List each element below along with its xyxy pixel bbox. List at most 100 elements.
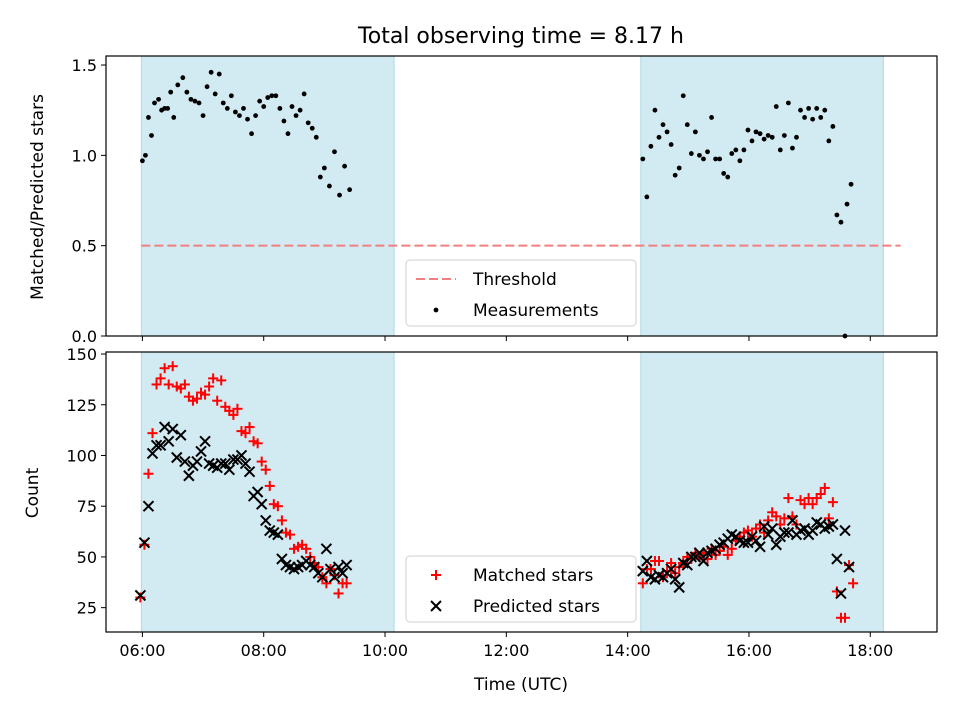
chart-title: Total observing time = 8.17 h (357, 24, 684, 49)
data-point-b (665, 563, 677, 575)
data-point (276, 515, 287, 526)
data-point (228, 409, 239, 420)
data-point (830, 124, 836, 129)
data-point (143, 152, 148, 158)
data-point (208, 69, 214, 75)
data-point (245, 116, 250, 122)
data-point (244, 422, 255, 433)
legend-marker-b (430, 600, 442, 612)
data-point (754, 541, 766, 553)
data-point (660, 122, 666, 128)
data-point-b (280, 559, 292, 571)
data-point (233, 109, 238, 115)
data-point (272, 528, 284, 541)
data-point-b (255, 498, 268, 510)
data-point (252, 438, 263, 449)
data-point (810, 116, 816, 122)
data-point-b (778, 526, 791, 539)
data-point (328, 571, 341, 583)
data-point (779, 513, 790, 524)
ratio-panel-shade-0 (141, 56, 395, 336)
data-point (798, 107, 803, 113)
data-point (684, 122, 690, 128)
data-point (668, 142, 674, 147)
data-point (665, 563, 677, 575)
data-point-b (835, 587, 847, 600)
count-panel-ytick-label: 150 (66, 345, 97, 364)
data-point (260, 464, 271, 475)
data-point-b (734, 534, 746, 547)
count-panel-ytick-label: 50 (77, 548, 97, 567)
x-tick-label: 14:00 (605, 641, 651, 660)
data-point (195, 445, 207, 458)
data-point (293, 113, 299, 119)
data-point (272, 501, 283, 512)
data-point-b (653, 569, 665, 581)
data-point (171, 451, 183, 464)
data-point-b (320, 543, 333, 555)
data-point-b (758, 520, 770, 533)
data-point (666, 558, 677, 569)
data-point-b (839, 524, 851, 537)
x-tick-label: 16:00 (726, 641, 772, 660)
data-point-b (742, 537, 754, 549)
data-point (773, 104, 779, 109)
data-point (215, 457, 227, 470)
x-tick-label: 18:00 (847, 641, 893, 660)
ratio-panel-ytick-label: 0.5 (72, 237, 97, 256)
data-point (637, 578, 648, 589)
data-point (184, 89, 190, 95)
data-point-b (308, 561, 320, 573)
data-point-b (645, 571, 657, 583)
data-point (785, 100, 791, 106)
data-point-b (726, 528, 738, 541)
data-point (163, 379, 174, 390)
data-point (814, 105, 820, 111)
ratio-panel-series-0 (139, 69, 854, 339)
data-point (333, 588, 344, 599)
data-point-b (167, 423, 179, 435)
data-point-b (762, 528, 774, 541)
data-point (738, 537, 750, 549)
data-point (769, 134, 775, 140)
data-point-b (786, 514, 799, 527)
data-point (676, 165, 682, 171)
data-point (713, 156, 719, 162)
ratio-panel-ytick-label: 1.0 (72, 146, 97, 165)
data-point (641, 555, 653, 567)
data-point-b (162, 435, 175, 447)
data-point-b (284, 561, 296, 573)
data-point-b (154, 439, 167, 452)
data-point (134, 589, 147, 602)
data-point (216, 71, 222, 77)
data-point (149, 133, 154, 138)
data-point-b (235, 449, 248, 462)
data-point-b (304, 559, 316, 571)
data-point (261, 104, 267, 109)
data-point (175, 429, 187, 441)
data-point (722, 549, 733, 560)
data-point-b (264, 524, 276, 537)
data-point (347, 187, 353, 193)
data-point (253, 113, 259, 119)
data-point (171, 115, 177, 120)
data-point (208, 373, 219, 384)
data-point (781, 133, 787, 138)
data-point (827, 518, 839, 531)
data-point (753, 129, 759, 135)
data-point-b (150, 439, 163, 452)
data-point-b (223, 463, 236, 476)
data-point (308, 561, 320, 573)
data-point (251, 486, 264, 498)
data-point (168, 89, 174, 95)
data-point-b (697, 555, 710, 567)
data-point-b (191, 455, 203, 468)
data-point (167, 423, 179, 435)
data-point (249, 131, 254, 137)
data-point (794, 134, 799, 140)
x-axis-label: Time (UTC) (473, 675, 568, 695)
data-point-b (754, 541, 766, 553)
data-point (749, 138, 755, 144)
data-point (257, 98, 263, 104)
data-point-b (641, 555, 653, 567)
